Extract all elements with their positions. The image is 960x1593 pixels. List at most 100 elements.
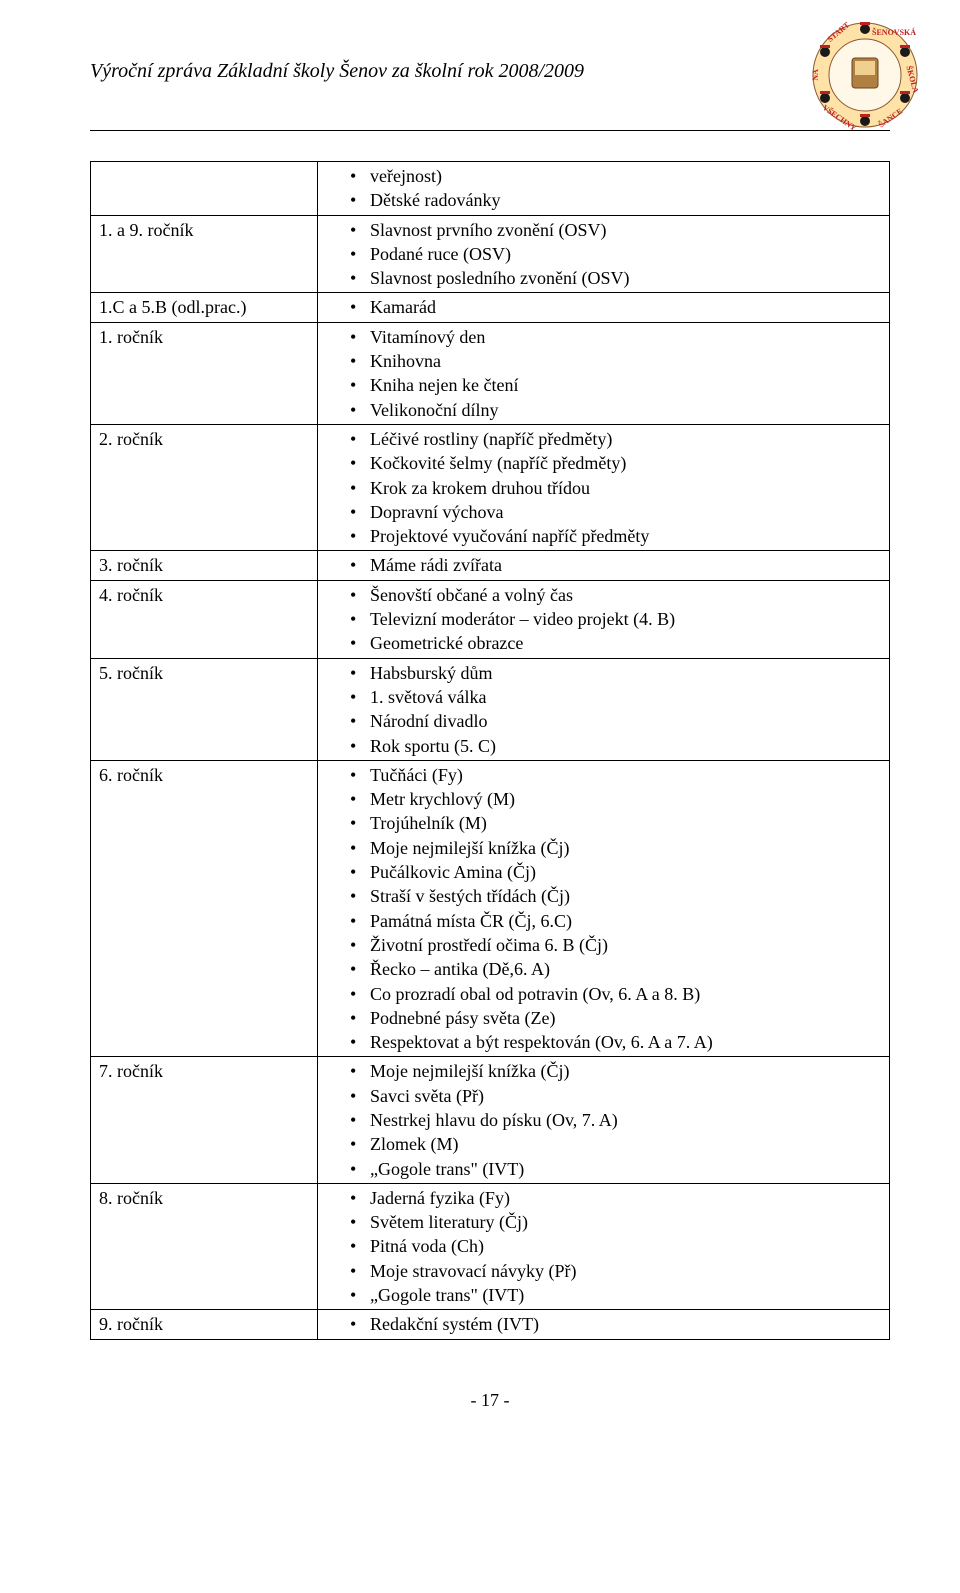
page: Výroční zpráva Základní školy Šenov za š… (0, 0, 960, 1593)
list-item: Řecko – antika (Dě,6. A) (370, 957, 881, 981)
project-list: Léčivé rostliny (napříč předměty)Kočkovi… (326, 427, 881, 548)
list-item: „Gogole trans" (IVT) (370, 1283, 881, 1307)
table-row: 7. ročníkMoje nejmilejší knížka (Čj)Savc… (91, 1057, 890, 1183)
list-item: Habsburský dům (370, 661, 881, 685)
project-list-cell: Máme rádi zvířata (318, 551, 890, 580)
grade-label: 1. ročník (91, 322, 318, 424)
list-item: Rok sportu (5. C) (370, 734, 881, 758)
table-row: 4. ročníkŠenovští občané a volný časTele… (91, 580, 890, 658)
list-item: Národní divadlo (370, 709, 881, 733)
table-row: 8. ročníkJaderná fyzika (Fy)Světem liter… (91, 1183, 890, 1309)
grade-label: 9. ročník (91, 1310, 318, 1339)
project-list: Tučňáci (Fy)Metr krychlový (M)Trojúhelní… (326, 763, 881, 1055)
project-list-cell: Habsburský dům1. světová válkaNárodní di… (318, 658, 890, 760)
project-list-cell: Redakční systém (IVT) (318, 1310, 890, 1339)
list-item: Světem literatury (Čj) (370, 1210, 881, 1234)
svg-text:NA: NA (811, 69, 820, 81)
project-list: Moje nejmilejší knížka (Čj)Savci světa (… (326, 1059, 881, 1180)
header-title: Výroční zpráva Základní školy Šenov za š… (90, 60, 584, 83)
project-list-cell: Kamarád (318, 293, 890, 322)
list-item: Projektové vyučování napříč předměty (370, 524, 881, 548)
list-item: Respektovat a být respektován (Ov, 6. A … (370, 1030, 881, 1054)
list-item: Vitamínový den (370, 325, 881, 349)
project-list-cell: Moje nejmilejší knížka (Čj)Savci světa (… (318, 1057, 890, 1183)
page-number: - 17 - (90, 1390, 890, 1411)
list-item: Šenovští občané a volný čas (370, 583, 881, 607)
list-item: Tučňáci (Fy) (370, 763, 881, 787)
grade-label: 5. ročník (91, 658, 318, 760)
project-list-cell: veřejnost)Dětské radovánky (318, 162, 890, 216)
project-list-cell: Léčivé rostliny (napříč předměty)Kočkovi… (318, 424, 890, 550)
table-row: veřejnost)Dětské radovánky (91, 162, 890, 216)
list-item: Kamarád (370, 295, 881, 319)
list-item: Moje stravovací návyky (Př) (370, 1259, 881, 1283)
list-item: Podnebné pásy světa (Ze) (370, 1006, 881, 1030)
table-row: 5. ročníkHabsburský dům1. světová válkaN… (91, 658, 890, 760)
project-list: veřejnost)Dětské radovánky (326, 164, 881, 213)
grade-label: 1. a 9. ročník (91, 215, 318, 293)
project-list-cell: Jaderná fyzika (Fy)Světem literatury (Čj… (318, 1183, 890, 1309)
project-list: Slavnost prvního zvonění (OSV)Podané ruc… (326, 218, 881, 291)
list-item: Zlomek (M) (370, 1132, 881, 1156)
grade-label: 7. ročník (91, 1057, 318, 1183)
project-list-cell: Tučňáci (Fy)Metr krychlový (M)Trojúhelní… (318, 760, 890, 1057)
list-item: Podané ruce (OSV) (370, 242, 881, 266)
list-item: Velikonoční dílny (370, 398, 881, 422)
list-item: „Gogole trans" (IVT) (370, 1157, 881, 1181)
projects-table: veřejnost)Dětské radovánky1. a 9. ročník… (90, 161, 890, 1340)
table-row: 3. ročník Máme rádi zvířata (91, 551, 890, 580)
list-item: 1. světová válka (370, 685, 881, 709)
list-item: Straší v šestých třídách (Čj) (370, 884, 881, 908)
list-item: Moje nejmilejší knížka (Čj) (370, 836, 881, 860)
list-item: Léčivé rostliny (napříč předměty) (370, 427, 881, 451)
grade-label: 6. ročník (91, 760, 318, 1057)
list-item: Slavnost posledního zvonění (OSV) (370, 266, 881, 290)
list-item: Jaderná fyzika (Fy) (370, 1186, 881, 1210)
projects-table-body: veřejnost)Dětské radovánky1. a 9. ročník… (91, 162, 890, 1340)
table-row: 1.C a 5.B (odl.prac.) Kamarád (91, 293, 890, 322)
table-row: 1. ročníkVitamínový denKnihovnaKniha nej… (91, 322, 890, 424)
grade-label: 2. ročník (91, 424, 318, 550)
svg-text:ŠENOVSKÁ: ŠENOVSKÁ (872, 27, 916, 37)
project-list: Vitamínový denKnihovnaKniha nejen ke čte… (326, 325, 881, 422)
project-list: Jaderná fyzika (Fy)Světem literatury (Čj… (326, 1186, 881, 1307)
list-item: Kniha nejen ke čtení (370, 373, 881, 397)
list-item: Metr krychlový (M) (370, 787, 881, 811)
project-list: Máme rádi zvířata (326, 553, 881, 577)
page-header: Výroční zpráva Základní školy Šenov za š… (90, 30, 890, 131)
project-list-cell: Vitamínový denKnihovnaKniha nejen ke čte… (318, 322, 890, 424)
project-list: Redakční systém (IVT) (326, 1312, 881, 1336)
list-item: Dětské radovánky (370, 188, 881, 212)
list-item: Máme rádi zvířata (370, 553, 881, 577)
grade-label (91, 162, 318, 216)
list-item: Redakční systém (IVT) (370, 1312, 881, 1336)
table-row: 6. ročníkTučňáci (Fy)Metr krychlový (M)T… (91, 760, 890, 1057)
list-item: Kočkovité šelmy (napříč předměty) (370, 451, 881, 475)
list-item: Televizní moderátor – video projekt (4. … (370, 607, 881, 631)
grade-label: 8. ročník (91, 1183, 318, 1309)
grade-label: 3. ročník (91, 551, 318, 580)
list-item: Knihovna (370, 349, 881, 373)
list-item: Krok za krokem druhou třídou (370, 476, 881, 500)
list-item: Pučálkovic Amina (Čj) (370, 860, 881, 884)
project-list-cell: Slavnost prvního zvonění (OSV)Podané ruc… (318, 215, 890, 293)
table-row: 2. ročníkLéčivé rostliny (napříč předmět… (91, 424, 890, 550)
list-item: veřejnost) (370, 164, 881, 188)
list-item: Savci světa (Př) (370, 1084, 881, 1108)
list-item: Geometrické obrazce (370, 631, 881, 655)
list-item: Pitná voda (Ch) (370, 1234, 881, 1258)
project-list: Kamarád (326, 295, 881, 319)
list-item: Životní prostředí očima 6. B (Čj) (370, 933, 881, 957)
table-row: 1. a 9. ročníkSlavnost prvního zvonění (… (91, 215, 890, 293)
list-item: Dopravní výchova (370, 500, 881, 524)
list-item: Památná místa ČR (Čj, 6.C) (370, 909, 881, 933)
project-list-cell: Šenovští občané a volný časTelevizní mod… (318, 580, 890, 658)
list-item: Slavnost prvního zvonění (OSV) (370, 218, 881, 242)
list-item: Co prozradí obal od potravin (Ov, 6. A a… (370, 982, 881, 1006)
project-list: Šenovští občané a volný časTelevizní mod… (326, 583, 881, 656)
list-item: Moje nejmilejší knížka (Čj) (370, 1059, 881, 1083)
project-list: Habsburský dům1. světová válkaNárodní di… (326, 661, 881, 758)
grade-label: 1.C a 5.B (odl.prac.) (91, 293, 318, 322)
grade-label: 4. ročník (91, 580, 318, 658)
list-item: Trojúhelník (M) (370, 811, 881, 835)
